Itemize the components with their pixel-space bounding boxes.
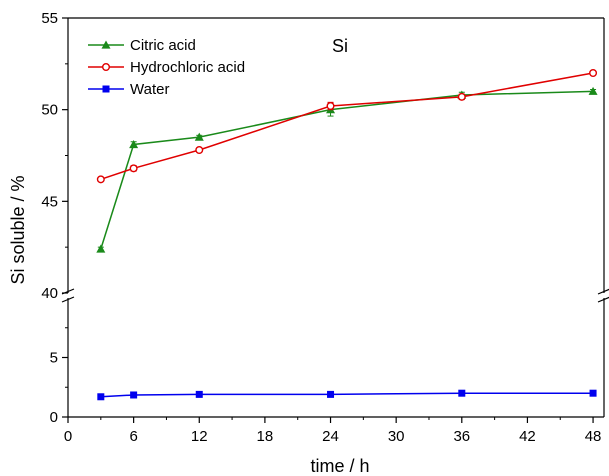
series-line [100, 72, 594, 181]
legend-label: Water [130, 81, 169, 98]
y-tick-label: 0 [50, 409, 58, 426]
series-point [102, 85, 110, 93]
series-point [588, 86, 598, 95]
series-point [195, 390, 203, 398]
legend-entry: Water [88, 81, 169, 98]
x-tick-label: 18 [257, 428, 274, 445]
series-line [100, 90, 594, 250]
series-point [101, 40, 111, 49]
x-tick-label: 30 [388, 428, 405, 445]
y-tick-label: 55 [41, 10, 58, 27]
chart-title: Si [332, 36, 348, 56]
legend-label: Citric acid [130, 37, 196, 54]
series-point [326, 101, 335, 110]
series-point [458, 389, 466, 397]
series-point [327, 390, 335, 398]
axis-break-mark [61, 296, 75, 303]
x-tick-label: 0 [64, 428, 72, 445]
x-tick-label: 48 [585, 428, 602, 445]
series-point [129, 140, 139, 149]
axis-break-mark [597, 296, 609, 303]
series-point [97, 393, 105, 401]
series-point [589, 389, 597, 397]
x-tick-label: 24 [322, 428, 339, 445]
legend-entry: Citric acid [88, 37, 196, 54]
series-point [96, 175, 105, 184]
legend-entry: Hydrochloric acid [88, 59, 245, 76]
series-1 [96, 68, 598, 184]
y-tick-label: 45 [41, 193, 58, 210]
series-line [100, 392, 594, 398]
x-tick-label: 42 [519, 428, 536, 445]
legend-label: Hydrochloric acid [130, 59, 245, 76]
y-tick-label: 5 [50, 350, 58, 367]
x-tick-label: 12 [191, 428, 208, 445]
x-axis-label: time / h [310, 456, 369, 476]
series-point [589, 68, 598, 77]
series-point [96, 244, 106, 253]
axis-break-mark [597, 288, 609, 295]
series-point [195, 145, 204, 154]
series-0 [96, 86, 598, 253]
series-point [129, 164, 138, 173]
series-point [457, 92, 466, 101]
y-tick-label: 40 [41, 285, 58, 302]
series-point [130, 391, 138, 399]
series-point [101, 63, 110, 72]
series-point [194, 132, 204, 141]
x-tick-label: 6 [129, 428, 137, 445]
y-axis-label: Si soluble / % [8, 175, 28, 284]
series-2 [97, 389, 597, 401]
x-tick-label: 36 [453, 428, 470, 445]
y-tick-label: 50 [41, 102, 58, 119]
